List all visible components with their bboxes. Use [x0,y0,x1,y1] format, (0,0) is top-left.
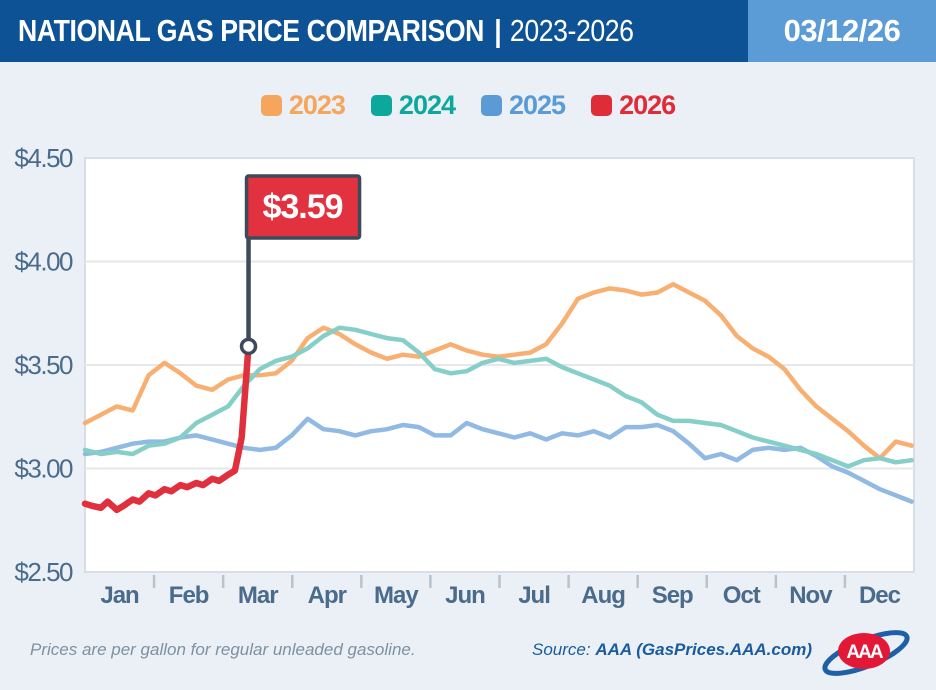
y-tick-label: $3.50 [14,350,73,380]
month-label-Mar: Mar [238,582,278,609]
page-title: NATIONAL GAS PRICE COMPARISON | 2023-2026 [18,13,634,49]
aaa-logo-text: AAA [846,642,883,663]
legend-swatch-2025 [481,95,502,116]
date-badge: 03/12/26 [748,0,936,62]
legend-label-2025: 2025 [509,90,566,120]
month-label-Jul: Jul [518,582,550,609]
price-flag [244,174,362,240]
aaa-logo: AAA [822,630,910,676]
y-tick-label: $4.50 [14,143,73,173]
source-line: Source: AAA (GasPrices.AAA.com) [532,640,812,660]
legend-swatch-2023 [260,95,282,116]
legend-label-2024: 2024 [398,90,456,120]
legend-swatch-2026 [591,95,613,116]
legend-item-2024: 2024 [370,90,456,121]
legend-item-2023: 2023 [260,90,346,121]
month-label-Jan: Jan [100,582,139,609]
month-label-Jun: Jun [445,582,485,609]
source-name: AAA (GasPrices.AAA.com) [595,640,812,659]
month-label-May: May [374,582,419,609]
legend-item-2025: 2025 [481,90,566,121]
month-label-Apr: Apr [308,582,347,609]
price-flag-annotation: $3.59 [239,174,362,356]
month-label-Nov: Nov [789,582,833,609]
y-tick-label: $4.00 [14,247,73,277]
source-prefix: Source: [532,640,591,659]
series-line-2024 [82,325,914,469]
legend-swatch-2024 [370,95,392,116]
page-title-main: NATIONAL GAS PRICE COMPARISON [18,13,484,48]
footer-note: Prices are per gallon for regular unlead… [30,640,416,659]
title-separator: | [494,13,502,48]
y-tick-label: $2.50 [14,557,73,587]
header-bar: NATIONAL GAS PRICE COMPARISON | 2023-2026 [0,0,748,62]
month-label-Oct: Oct [723,582,761,609]
series-line-2026 [81,343,252,514]
legend-label-2026: 2026 [619,90,676,120]
month-label-Dec: Dec [859,582,901,609]
legend-item-2026: 2026 [591,90,676,121]
chart-legend: 2023 2024 2025 2026 [0,90,936,121]
current-price-marker [239,337,258,356]
y-tick-label: $3.00 [14,454,73,484]
title-year-range: 2023-2026 [509,13,634,48]
legend-label-2023: 2023 [288,90,346,120]
month-label-Feb: Feb [169,582,209,609]
aaa-logo-oval [838,633,890,669]
month-label-Sep: Sep [652,582,693,609]
month-label-Aug: Aug [581,582,625,609]
price-flag-label: $3.59 [262,188,342,226]
series-line-2025 [82,416,914,504]
